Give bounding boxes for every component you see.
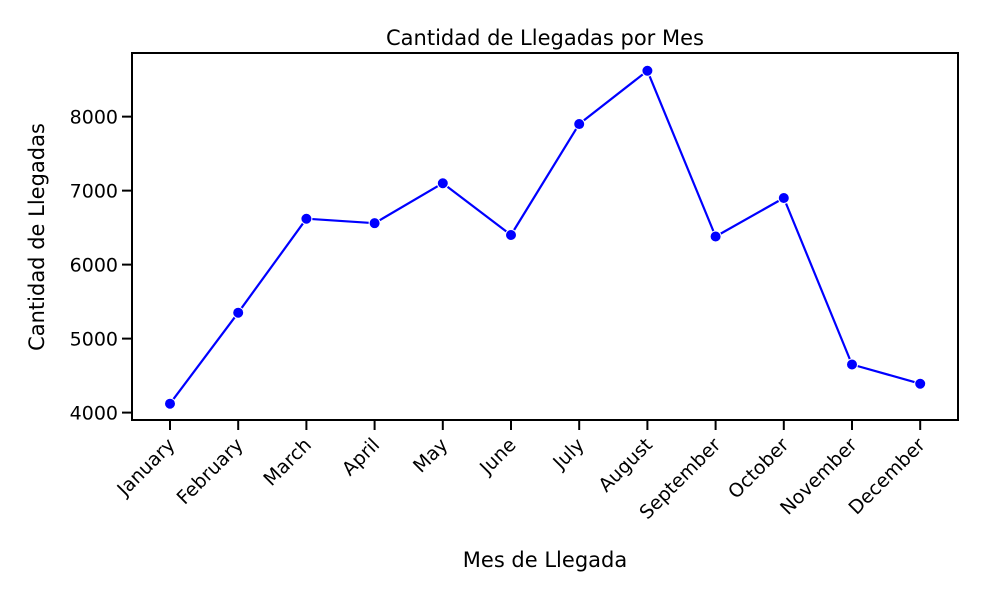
data-point	[914, 377, 927, 390]
x-tick-label: October	[724, 434, 793, 503]
data-point	[641, 64, 654, 77]
data-point	[505, 229, 517, 242]
data-point	[573, 118, 586, 131]
x-tick-label: April	[338, 434, 384, 480]
x-tick-label: February	[173, 434, 248, 509]
y-tick-label: 4000	[70, 403, 118, 425]
data-point	[846, 358, 858, 371]
y-axis-title: Cantidad de Llegadas	[25, 123, 49, 351]
data-point	[709, 230, 722, 243]
x-tick-label: August	[594, 434, 657, 497]
data-point	[300, 212, 313, 225]
data-point	[436, 177, 449, 190]
data-point	[368, 217, 381, 230]
y-tick-label: 5000	[70, 329, 118, 351]
y-tick-label: 7000	[70, 181, 118, 203]
y-tick-label: 6000	[70, 255, 118, 277]
x-axis-title: Mes de Llegada	[463, 548, 627, 572]
data-point	[164, 397, 176, 410]
series-line	[169, 69, 921, 405]
data-point	[232, 306, 245, 319]
data-point	[777, 192, 790, 205]
y-tick-label: 8000	[70, 107, 118, 129]
chart-title: Cantidad de Llegadas por Mes	[386, 26, 704, 50]
plot-frame	[131, 52, 959, 421]
x-tick-label: March	[259, 434, 316, 491]
x-tick-label: May	[409, 434, 452, 477]
x-tick-label: January	[112, 434, 179, 501]
x-tick-label: July	[548, 434, 588, 474]
x-tick-label: June	[475, 434, 521, 480]
